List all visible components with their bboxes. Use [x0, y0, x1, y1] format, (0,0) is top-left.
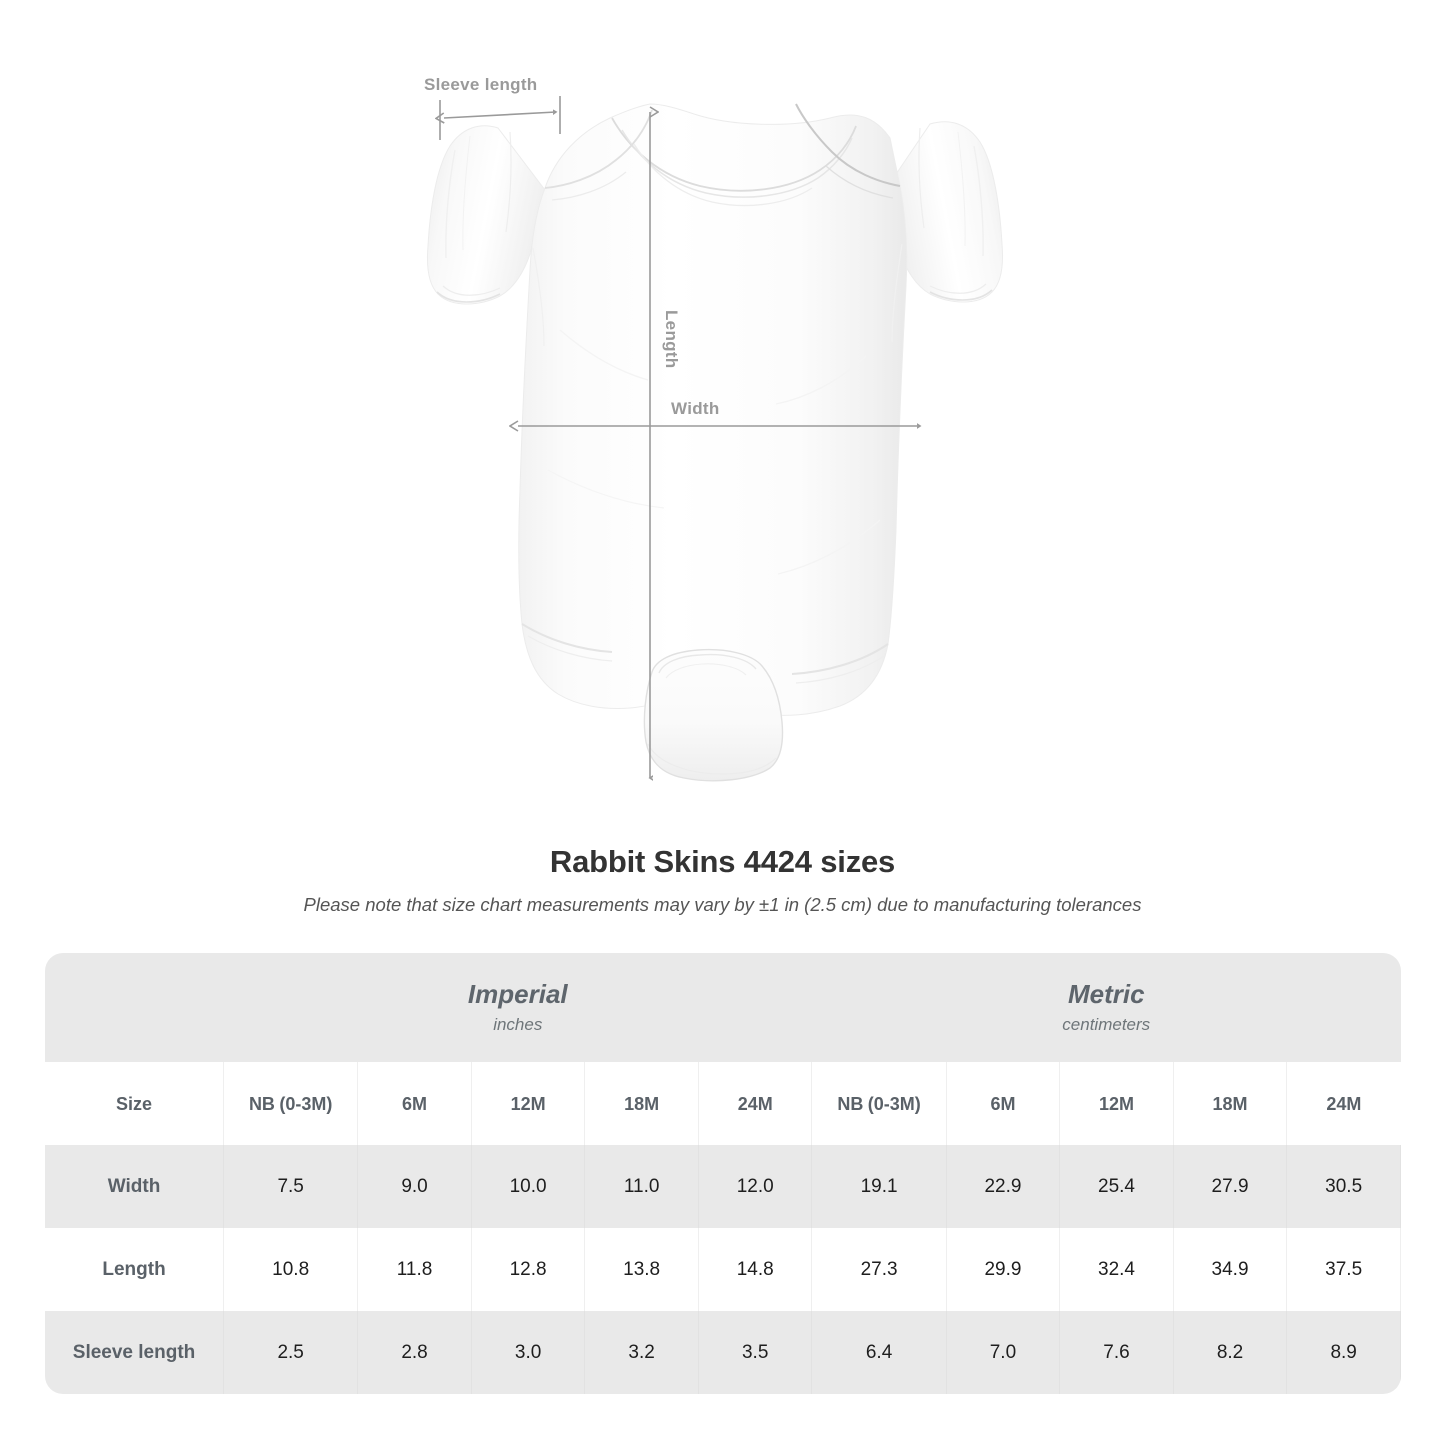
cell-length-metric-24m: 37.5 — [1286, 1228, 1401, 1311]
size-header-imperial-24m: 24M — [698, 1062, 813, 1145]
cell-sleeve-metric-18m: 8.2 — [1173, 1311, 1288, 1394]
cell-width-metric-12m: 25.4 — [1059, 1145, 1174, 1228]
length-label: Length — [662, 310, 681, 368]
onesie-illustration: Sleeve length Length Width — [424, 75, 1003, 830]
cell-length-imperial-24m: 14.8 — [698, 1228, 813, 1311]
cell-length-imperial-18m: 13.8 — [584, 1228, 699, 1311]
row-label-length: Length — [45, 1228, 225, 1311]
unit-header-spacer — [45, 953, 224, 1062]
size-header-row: Size NB (0-3M) 6M 12M 18M 24M — [45, 1062, 1401, 1145]
size-header-imperial-6m-label: 6M — [402, 1093, 428, 1114]
cell-width-metric-6m: 22.9 — [946, 1145, 1061, 1228]
size-chart-container: Imperial inches Metric centimeters Size … — [45, 953, 1401, 1394]
sleeve-length-guide: Sleeve length — [424, 75, 561, 140]
title-block: Rabbit Skins 4424 sizes Please note that… — [0, 842, 1445, 918]
width-label: Width — [671, 399, 720, 418]
cell-sleeve-metric-6m: 7.0 — [946, 1311, 1061, 1394]
cell-length-metric-18m: 34.9 — [1173, 1228, 1288, 1311]
size-header-metric-nb-sub: (0-3M) — [867, 1093, 921, 1114]
cell-length-metric-6m: 29.9 — [946, 1228, 1061, 1311]
table-row: Sleeve length 2.5 2.8 3.0 3.2 3.5 6.4 7.… — [45, 1311, 1401, 1394]
unit-group-imperial: Imperial inches — [223, 953, 812, 1062]
table-row: Length 10.8 11.8 12.8 13.8 14.8 27.3 29.… — [45, 1228, 1401, 1311]
cell-width-imperial-12m: 10.0 — [471, 1145, 586, 1228]
cell-width-imperial-18m: 11.0 — [584, 1145, 699, 1228]
size-header-metric-18m-label: 18M — [1212, 1093, 1248, 1114]
cell-width-metric-18m: 27.9 — [1173, 1145, 1288, 1228]
size-header-metric-12m-label: 12M — [1098, 1093, 1134, 1114]
cell-width-metric-24m: 30.5 — [1286, 1145, 1401, 1228]
cell-width-imperial-nb: 7.5 — [223, 1145, 359, 1228]
width-guide: Width — [518, 399, 920, 426]
cell-length-imperial-nb: 10.8 — [223, 1228, 359, 1311]
right-sleeve — [887, 121, 1003, 303]
cell-sleeve-imperial-18m: 3.2 — [584, 1311, 699, 1394]
cell-sleeve-metric-12m: 7.6 — [1059, 1311, 1174, 1394]
garment-diagram: Sleeve length Length Width — [424, 75, 1003, 830]
unit-group-metric: Metric centimeters — [811, 953, 1401, 1062]
size-header-imperial-12m-label: 12M — [510, 1093, 546, 1114]
size-header-imperial-nb-sub: (0-3M) — [279, 1093, 333, 1114]
cell-sleeve-imperial-nb: 2.5 — [223, 1311, 359, 1394]
unit-group-metric-sub: centimeters — [1062, 1015, 1151, 1034]
cell-width-metric-nb: 19.1 — [811, 1145, 947, 1228]
unit-group-imperial-name: Imperial — [467, 979, 568, 1009]
unit-header-row: Imperial inches Metric centimeters — [45, 953, 1401, 1062]
cell-length-imperial-6m: 11.8 — [357, 1228, 472, 1311]
page-title: Rabbit Skins 4424 sizes — [549, 844, 896, 879]
size-chart-table: Imperial inches Metric centimeters Size … — [45, 953, 1401, 1394]
sleeve-length-label: Sleeve length — [424, 75, 538, 94]
size-header-metric-18m: 18M — [1173, 1062, 1288, 1145]
size-header-imperial-nb: NB (0-3M) — [223, 1062, 359, 1145]
size-header-imperial-18m-label: 18M — [624, 1093, 660, 1114]
size-header-imperial-nb-label: NB — [248, 1093, 275, 1114]
unit-group-imperial-sub: inches — [493, 1015, 543, 1034]
cell-sleeve-metric-nb: 6.4 — [811, 1311, 947, 1394]
length-guide: Length — [650, 112, 681, 778]
left-sleeve — [427, 125, 546, 305]
cell-length-metric-12m: 32.4 — [1059, 1228, 1174, 1311]
unit-group-metric-name: Metric — [1067, 979, 1145, 1009]
cell-sleeve-imperial-24m: 3.5 — [698, 1311, 813, 1394]
cell-sleeve-imperial-12m: 3.0 — [471, 1311, 586, 1394]
cell-length-metric-nb: 27.3 — [811, 1228, 947, 1311]
size-header-metric-nb-label: NB — [837, 1093, 864, 1114]
cell-length-imperial-12m: 12.8 — [471, 1228, 586, 1311]
size-header-metric-nb: NB (0-3M) — [811, 1062, 947, 1145]
size-header-metric-12m: 12M — [1059, 1062, 1174, 1145]
cell-sleeve-metric-24m: 8.9 — [1286, 1311, 1401, 1394]
table-row: Width 7.5 9.0 10.0 11.0 12.0 19.1 22.9 2… — [45, 1145, 1401, 1228]
size-header-metric-6m-label: 6M — [990, 1093, 1016, 1114]
size-header-metric-24m: 24M — [1286, 1062, 1401, 1145]
size-header-imperial-6m: 6M — [357, 1062, 472, 1145]
size-header-metric-6m: 6M — [946, 1062, 1061, 1145]
snap-crotch-gusset — [643, 648, 784, 782]
size-header-imperial-24m-label: 24M — [737, 1093, 773, 1114]
cell-width-imperial-24m: 12.0 — [698, 1145, 813, 1228]
size-corner-header-label: Size — [116, 1093, 153, 1114]
size-header-imperial-18m: 18M — [584, 1062, 699, 1145]
size-header-imperial-12m: 12M — [471, 1062, 586, 1145]
cell-sleeve-imperial-6m: 2.8 — [357, 1311, 472, 1394]
row-label-width: Width — [45, 1145, 225, 1228]
cell-width-imperial-6m: 9.0 — [357, 1145, 472, 1228]
size-header-metric-24m-label: 24M — [1326, 1093, 1362, 1114]
size-corner-header: Size — [45, 1062, 225, 1145]
tolerance-note: Please note that size chart measurements… — [303, 894, 1142, 915]
row-label-sleeve-length: Sleeve length — [45, 1311, 225, 1394]
